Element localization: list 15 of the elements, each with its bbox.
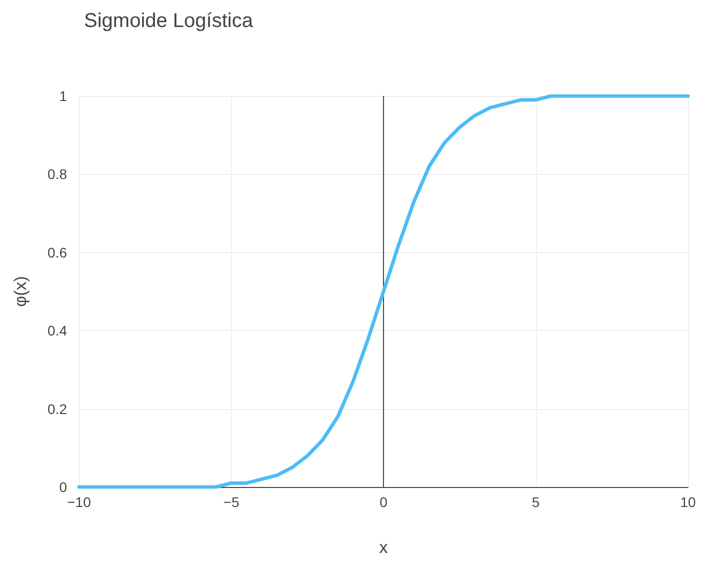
x-tick-label: 0 xyxy=(380,494,388,510)
y-tick-label: 1 xyxy=(59,88,68,104)
y-tick-label: 0.4 xyxy=(48,322,68,339)
x-axis-title: x xyxy=(379,538,388,557)
y-axis-title: φ(x) xyxy=(11,276,30,307)
y-tick-label: 0.2 xyxy=(48,400,68,417)
y-tick-label: 0.8 xyxy=(48,166,68,182)
line-series xyxy=(77,94,690,489)
y-tick-label: 0.6 xyxy=(48,244,68,260)
x-tick-label: −10 xyxy=(67,494,92,510)
x-tick-label: 5 xyxy=(532,494,540,510)
x-tick-label: 10 xyxy=(680,494,696,510)
y-tick-label: 0 xyxy=(59,479,68,495)
chart-title: Sigmoide Logística xyxy=(84,10,254,32)
x-tick-label: −5 xyxy=(223,494,240,510)
